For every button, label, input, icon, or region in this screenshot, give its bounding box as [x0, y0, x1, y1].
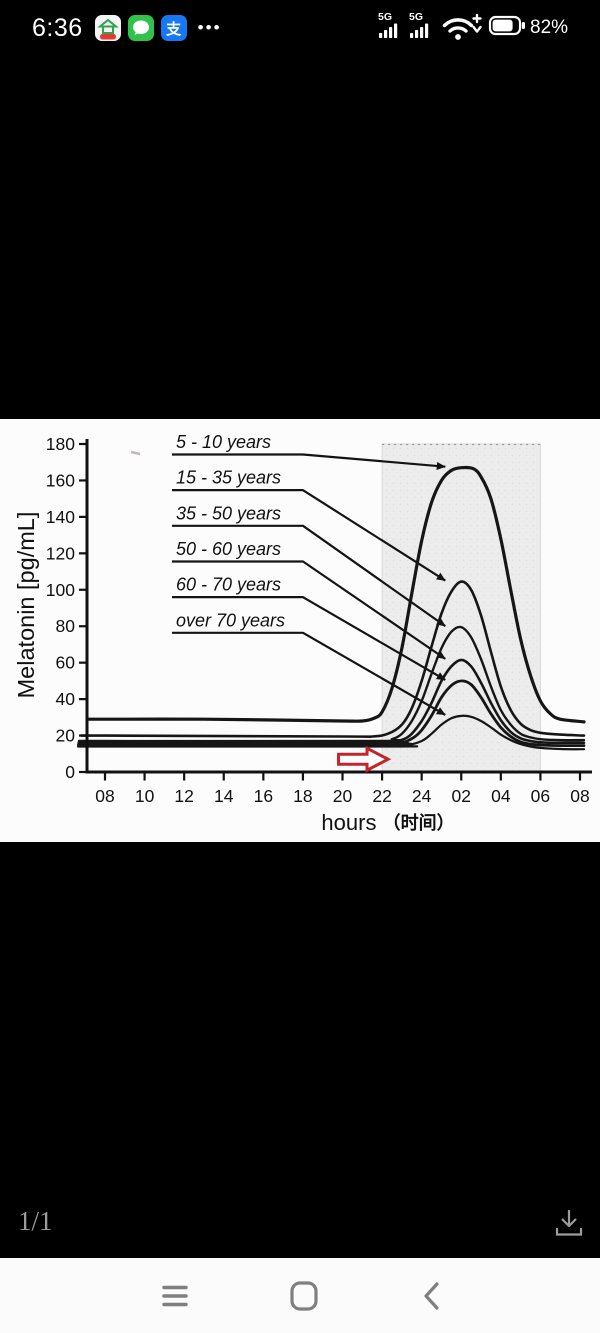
system-nav-bar — [0, 1258, 600, 1333]
series-line — [86, 465, 586, 724]
net-label-1: 5G — [378, 11, 392, 23]
house-icon — [96, 18, 119, 40]
series-line — [76, 714, 586, 751]
series-label: 50 - 60 years — [176, 539, 281, 559]
x-tick-label: 06 — [531, 786, 550, 806]
x-tick-label: 10 — [135, 786, 155, 806]
back-chevron-icon — [424, 1281, 439, 1310]
y-tick-label: 80 — [56, 616, 76, 636]
net-label-2: 5G — [409, 11, 423, 23]
label-leader-arrow — [172, 453, 446, 470]
y-tick-label: 20 — [56, 726, 76, 746]
x-tick-label: 14 — [214, 786, 234, 806]
back-button[interactable] — [397, 1258, 467, 1333]
wifi-assist-icon — [442, 13, 482, 40]
recents-menu-button[interactable] — [140, 1258, 210, 1333]
x-tick-label: 24 — [412, 786, 432, 806]
melatonin-chart-image[interactable]: 0 20 40 60 80 100 120 140 160 180 08 10 12 14 16 18 20 22… — [0, 419, 600, 842]
y-tick-label: 0 — [65, 762, 75, 782]
house-app-notification-icon — [94, 15, 121, 41]
more-notifications-icon: ••• — [197, 18, 222, 37]
y-tick-label: 140 — [46, 507, 75, 527]
series-label: 15 - 35 years — [176, 468, 281, 488]
label-leader-arrow — [172, 596, 446, 681]
signal-icon-sim1: 5G — [378, 11, 398, 38]
download-icon — [555, 1210, 583, 1236]
x-tick-label: 12 — [174, 786, 193, 806]
messages-app-notification-icon — [127, 15, 154, 41]
label-leader-arrow — [172, 631, 446, 716]
label-leader-arrow — [172, 489, 446, 582]
status-left-cluster: 6:36 支 ••• — [32, 14, 222, 43]
y-tick-label: 180 — [46, 434, 75, 454]
night-shade-region — [381, 443, 541, 773]
series-line — [77, 679, 586, 748]
alipay-glyph: 支 — [166, 20, 182, 38]
series-label: over 70 years — [176, 610, 285, 630]
x-axis-title: hours （时间） — [321, 810, 454, 835]
page-indicator: 1/1 — [18, 1206, 53, 1236]
red-arrow-annotation — [337, 745, 392, 773]
series-line — [80, 580, 586, 738]
y-tick-label: 60 — [56, 653, 76, 673]
clock: 6:36 — [32, 13, 83, 42]
x-tick-label: 04 — [491, 786, 511, 806]
status-bar: 6:36 支 ••• 5G — [0, 0, 600, 56]
x-tick-label: 22 — [372, 786, 391, 806]
chat-bubble-icon — [132, 20, 149, 35]
download-button[interactable] — [546, 1200, 592, 1246]
y-tick-label: 100 — [46, 580, 75, 600]
y-axis-title: Melatonin [pg/mL] — [13, 512, 39, 699]
y-tick-label: 40 — [56, 689, 76, 709]
series-label: 5 - 10 years — [176, 432, 271, 452]
status-indicators: 5G 5G — [378, 11, 568, 40]
label-leader-arrow — [172, 560, 446, 660]
x-tick-label: 20 — [333, 786, 353, 806]
battery-percent: 82% — [530, 17, 568, 38]
x-tick-label: 02 — [452, 786, 471, 806]
home-icon — [290, 1280, 318, 1311]
x-tick-label: 16 — [254, 786, 273, 806]
x-tick-label: 08 — [570, 786, 589, 806]
status-right-cluster: 5G 5G — [378, 9, 570, 48]
y-tick-label: 120 — [46, 543, 75, 563]
label-leader-arrow — [172, 524, 446, 627]
signal-icon-sim2: 5G — [409, 11, 429, 38]
y-tick-label: 160 — [46, 470, 75, 490]
x-tick-label: 18 — [293, 786, 312, 806]
alipay-app-notification-icon: 支 — [160, 15, 187, 41]
home-button[interactable] — [269, 1258, 339, 1333]
x-tick-label: 08 — [95, 786, 114, 806]
series-label: 60 - 70 years — [176, 575, 281, 595]
battery-icon — [488, 15, 525, 35]
menu-icon — [162, 1285, 188, 1306]
series-label: 35 - 50 years — [176, 503, 281, 523]
